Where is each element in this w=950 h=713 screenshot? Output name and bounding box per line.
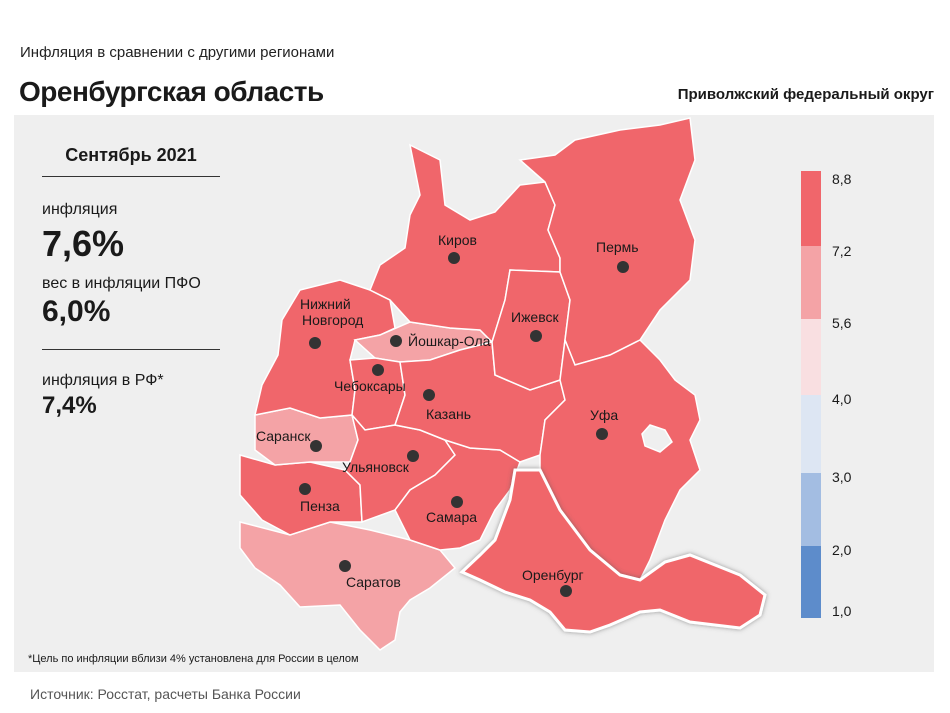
- region-orenburg[interactable]: [459, 468, 767, 634]
- color-legend: 8,8 7,2 5,6 4,0 3,0 2,0 1,0: [801, 171, 852, 619]
- legend-tick: 8,8: [832, 171, 852, 187]
- city-label-saratov: Саратов: [346, 574, 401, 590]
- city-label-nizhny-line1: Нижний: [300, 296, 351, 312]
- city-label-nizhny: Нижний Новгород: [300, 296, 363, 328]
- legend-bin-3_0-4_0: [801, 395, 821, 473]
- city-dot-izhevsk[interactable]: [530, 330, 542, 342]
- inflation-value: 7,6%: [42, 223, 125, 264]
- city-dot-ufa[interactable]: [596, 428, 608, 440]
- rf-inflation-label: инфляция в РФ*: [42, 372, 164, 389]
- district-label: Приволжский федеральный округ: [677, 86, 934, 103]
- city-label-ufa: Уфа: [590, 407, 618, 423]
- city-dot-orenburg[interactable]: [560, 585, 572, 597]
- city-label-yoshkar-ola: Йошкар-Ола: [408, 332, 491, 349]
- city-dot-saransk[interactable]: [310, 440, 322, 452]
- city-dot-penza[interactable]: [299, 483, 311, 495]
- city-dot-perm[interactable]: [617, 261, 629, 273]
- city-dot-nizhny[interactable]: [309, 337, 321, 349]
- city-label-saransk: Саранск: [256, 428, 311, 444]
- stats-divider: [42, 349, 220, 350]
- legend-bin-5_6-7_2: [801, 246, 821, 319]
- legend-bin-2_0-3_0: [801, 473, 821, 546]
- period-label: Сентябрь 2021: [42, 145, 220, 177]
- city-label-ulyanovsk: Ульяновск: [342, 459, 410, 475]
- city-label-cheboksary: Чебоксары: [334, 378, 406, 394]
- legend-tick: 4,0: [832, 391, 852, 407]
- city-dot-kazan[interactable]: [423, 389, 435, 401]
- city-dot-ulyanovsk[interactable]: [407, 450, 419, 462]
- legend-bin-1_0-2_0: [801, 546, 821, 618]
- source-note: Источник: Росстат, расчеты Банка России: [30, 686, 301, 702]
- city-dot-samara[interactable]: [451, 496, 463, 508]
- stats-block: Сентябрь 2021 инфляция 7,6% вес в инфляц…: [42, 145, 220, 420]
- legend-bin-7_2-8_8: [801, 171, 821, 246]
- city-dot-cheboksary[interactable]: [372, 364, 384, 376]
- city-label-samara: Самара: [426, 509, 477, 525]
- city-dot-kirov[interactable]: [448, 252, 460, 264]
- city-label-izhevsk: Ижевск: [511, 309, 559, 325]
- page-title: Оренбургская область: [19, 76, 324, 107]
- weight-value: 6,0%: [42, 295, 111, 328]
- weight-label: вес в инфляции ПФО: [42, 275, 201, 292]
- legend-bin-4_0-5_6: [801, 319, 821, 395]
- city-label-perm: Пермь: [596, 239, 639, 255]
- city-dot-yoshkar-ola[interactable]: [390, 335, 402, 347]
- rf-inflation-value: 7,4%: [42, 392, 97, 419]
- city-dot-saratov[interactable]: [339, 560, 351, 572]
- footnote: *Цель по инфляции вблизи 4% установлена …: [28, 653, 359, 665]
- city-label-orenburg: Оренбург: [522, 567, 584, 583]
- legend-tick: 1,0: [832, 603, 852, 619]
- region-saratov[interactable]: [239, 521, 457, 651]
- city-label-kirov: Киров: [438, 232, 477, 248]
- city-label-penza: Пенза: [300, 498, 340, 514]
- legend-tick: 7,2: [832, 243, 852, 259]
- legend-tick: 2,0: [832, 542, 852, 558]
- city-label-nizhny-line2: Новгород: [302, 312, 363, 328]
- city-label-kazan: Казань: [426, 406, 471, 422]
- region-bashkortostan[interactable]: [539, 339, 701, 581]
- region-perm[interactable]: [518, 117, 696, 366]
- legend-tick: 5,6: [832, 315, 852, 331]
- subtitle: Инфляция в сравнении с другими регионами: [20, 44, 335, 61]
- inflation-label: инфляция: [42, 201, 118, 218]
- city-markers: Киров Пермь Ижевск Нижний Новгород Йошка…: [256, 232, 639, 597]
- legend-tick: 3,0: [832, 469, 852, 485]
